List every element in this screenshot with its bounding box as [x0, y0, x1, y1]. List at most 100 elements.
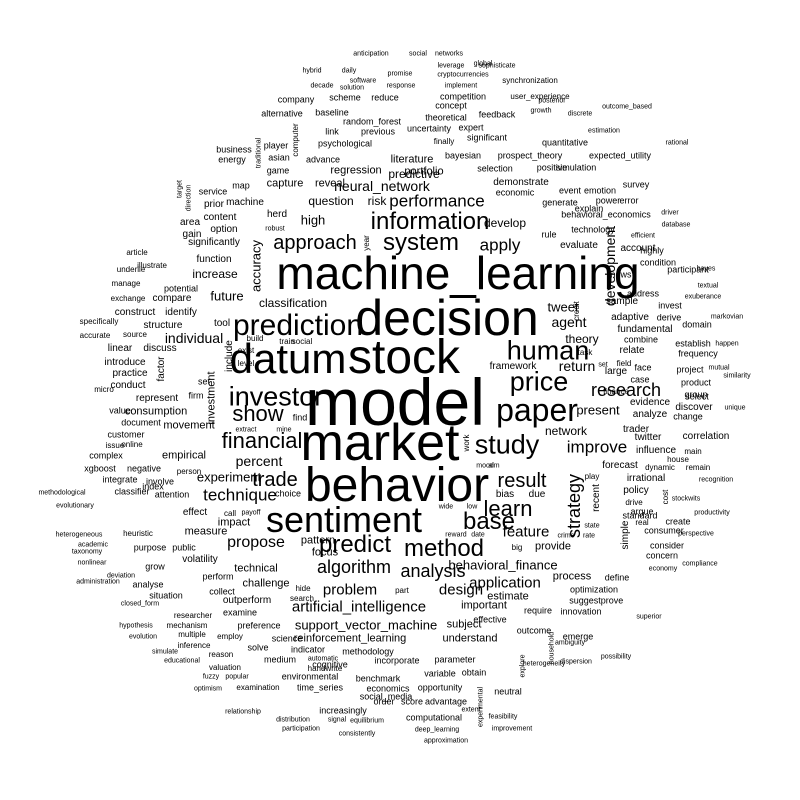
- word-twitter: twitter: [634, 432, 662, 443]
- word-software: software: [349, 77, 377, 85]
- word-xgboost: xgboost: [84, 463, 116, 474]
- word-energy: energy: [218, 154, 246, 165]
- word-hide: hide: [295, 584, 311, 593]
- word-exist: exist: [237, 346, 255, 355]
- word-represent: represent: [135, 393, 179, 404]
- word-order: order: [373, 696, 395, 707]
- word-finance: finance: [603, 387, 629, 396]
- word-situation: situation: [149, 590, 183, 601]
- word-apply: apply: [479, 235, 521, 255]
- word-heterogeneous: heterogeneous: [55, 531, 103, 539]
- word-high: high: [300, 212, 326, 228]
- word-theory: theory: [565, 332, 599, 346]
- word-experiment: experiment: [196, 469, 262, 485]
- word-complex: complex: [89, 450, 123, 461]
- word-evolution: evolution: [128, 633, 158, 641]
- word-bayes: bayes: [696, 265, 716, 273]
- word-involve: involve: [145, 476, 175, 487]
- word-measure: measure: [184, 525, 228, 538]
- word-practice: practice: [112, 368, 148, 379]
- word-challenge: challenge: [242, 577, 290, 590]
- word-develop: develop: [483, 216, 527, 230]
- word-efficient: efficient: [631, 232, 655, 240]
- word-sophisticate: sophisticate: [478, 62, 516, 70]
- word-outcome: outcome: [516, 625, 552, 636]
- word-herd: herd: [266, 209, 288, 220]
- word-integrate: integrate: [102, 474, 138, 485]
- word-unique: unique: [724, 404, 746, 412]
- word-database: database: [661, 221, 691, 229]
- word-implement: implement: [444, 82, 478, 90]
- word-show: show: [232, 401, 284, 426]
- word-reward: reward: [445, 531, 467, 539]
- word-big: big: [511, 543, 523, 552]
- word-significant: significant: [466, 132, 508, 143]
- word-part: part: [395, 586, 409, 595]
- word-value: value: [109, 405, 131, 416]
- word-hypothesis: hypothesis: [119, 622, 153, 630]
- word-company: company: [277, 94, 315, 105]
- word-negative: negative: [126, 463, 162, 474]
- word-derive: derive: [656, 312, 682, 323]
- word-news: news: [610, 269, 632, 280]
- word-recognition: recognition: [698, 476, 734, 484]
- word-automatic: automatic: [307, 655, 339, 663]
- word-machine-learning: machine_learning: [276, 247, 640, 299]
- word-capture: capture: [266, 177, 304, 190]
- word-function: function: [196, 254, 232, 265]
- word-discuss: discuss: [143, 343, 177, 354]
- word-reduce: reduce: [371, 92, 399, 103]
- word-taxonomy: taxonomy: [71, 548, 103, 556]
- word-prospect-theory: prospect_theory: [497, 150, 563, 161]
- word-closed-form: closed_form: [120, 600, 160, 608]
- word-relate: relate: [619, 345, 645, 356]
- word-impact: impact: [217, 516, 251, 529]
- word-customer: customer: [107, 429, 145, 440]
- word-evidence: evidence: [629, 397, 671, 408]
- word-research: research: [590, 380, 662, 400]
- word-base: base: [462, 508, 516, 535]
- word-bayesian: bayesian: [444, 150, 482, 161]
- word-baseline: baseline: [315, 107, 349, 118]
- word-effective: effective: [473, 614, 507, 625]
- word-consumer: consumer: [644, 525, 684, 536]
- word-condition: condition: [639, 257, 677, 268]
- word-classifier: classifier: [114, 486, 150, 497]
- word-domain: domain: [682, 319, 712, 330]
- word-design: design: [438, 581, 484, 599]
- word-equilibrium: equilibrium: [350, 717, 384, 725]
- word-house: house: [667, 455, 689, 464]
- word-simulation: simulation: [555, 162, 597, 173]
- word-stockwits: stockwits: [671, 495, 701, 503]
- word-rate: rate: [582, 532, 596, 540]
- word-business: business: [216, 144, 252, 155]
- word-manage: manage: [111, 279, 141, 288]
- word-area: area: [179, 217, 201, 228]
- word-market: market: [300, 414, 460, 472]
- word-random-forest: random_forest: [342, 116, 402, 127]
- word-index: index: [142, 481, 164, 492]
- word-set: set: [197, 376, 211, 387]
- word-artificial-intelligence: artificial_intelligence: [291, 598, 427, 616]
- word-gain: gain: [182, 229, 202, 240]
- word-variable: variable: [424, 668, 456, 679]
- word-linear: linear: [107, 343, 133, 354]
- word-anticipation: anticipation: [353, 50, 389, 58]
- word-methodological: methodological: [38, 489, 86, 497]
- word-empirical: empirical: [161, 449, 207, 462]
- word-strategy: strategy: [564, 473, 584, 539]
- word-service: service: [198, 186, 228, 197]
- word-economic: economic: [495, 187, 535, 198]
- word-heterogeneity: heterogeneity: [522, 660, 566, 668]
- word-selection: selection: [477, 163, 513, 174]
- word-hybrid: hybrid: [302, 67, 322, 75]
- word-productivity: productivity: [694, 509, 730, 517]
- word-project: project: [676, 364, 704, 375]
- word-development: development: [602, 225, 618, 307]
- word-establish: establish: [675, 338, 711, 349]
- word-propose: propose: [227, 534, 285, 551]
- word-computational: computational: [405, 712, 463, 723]
- word-estimation: estimation: [588, 127, 620, 135]
- word-remain: remain: [685, 463, 711, 472]
- word-popular: popular: [225, 673, 249, 681]
